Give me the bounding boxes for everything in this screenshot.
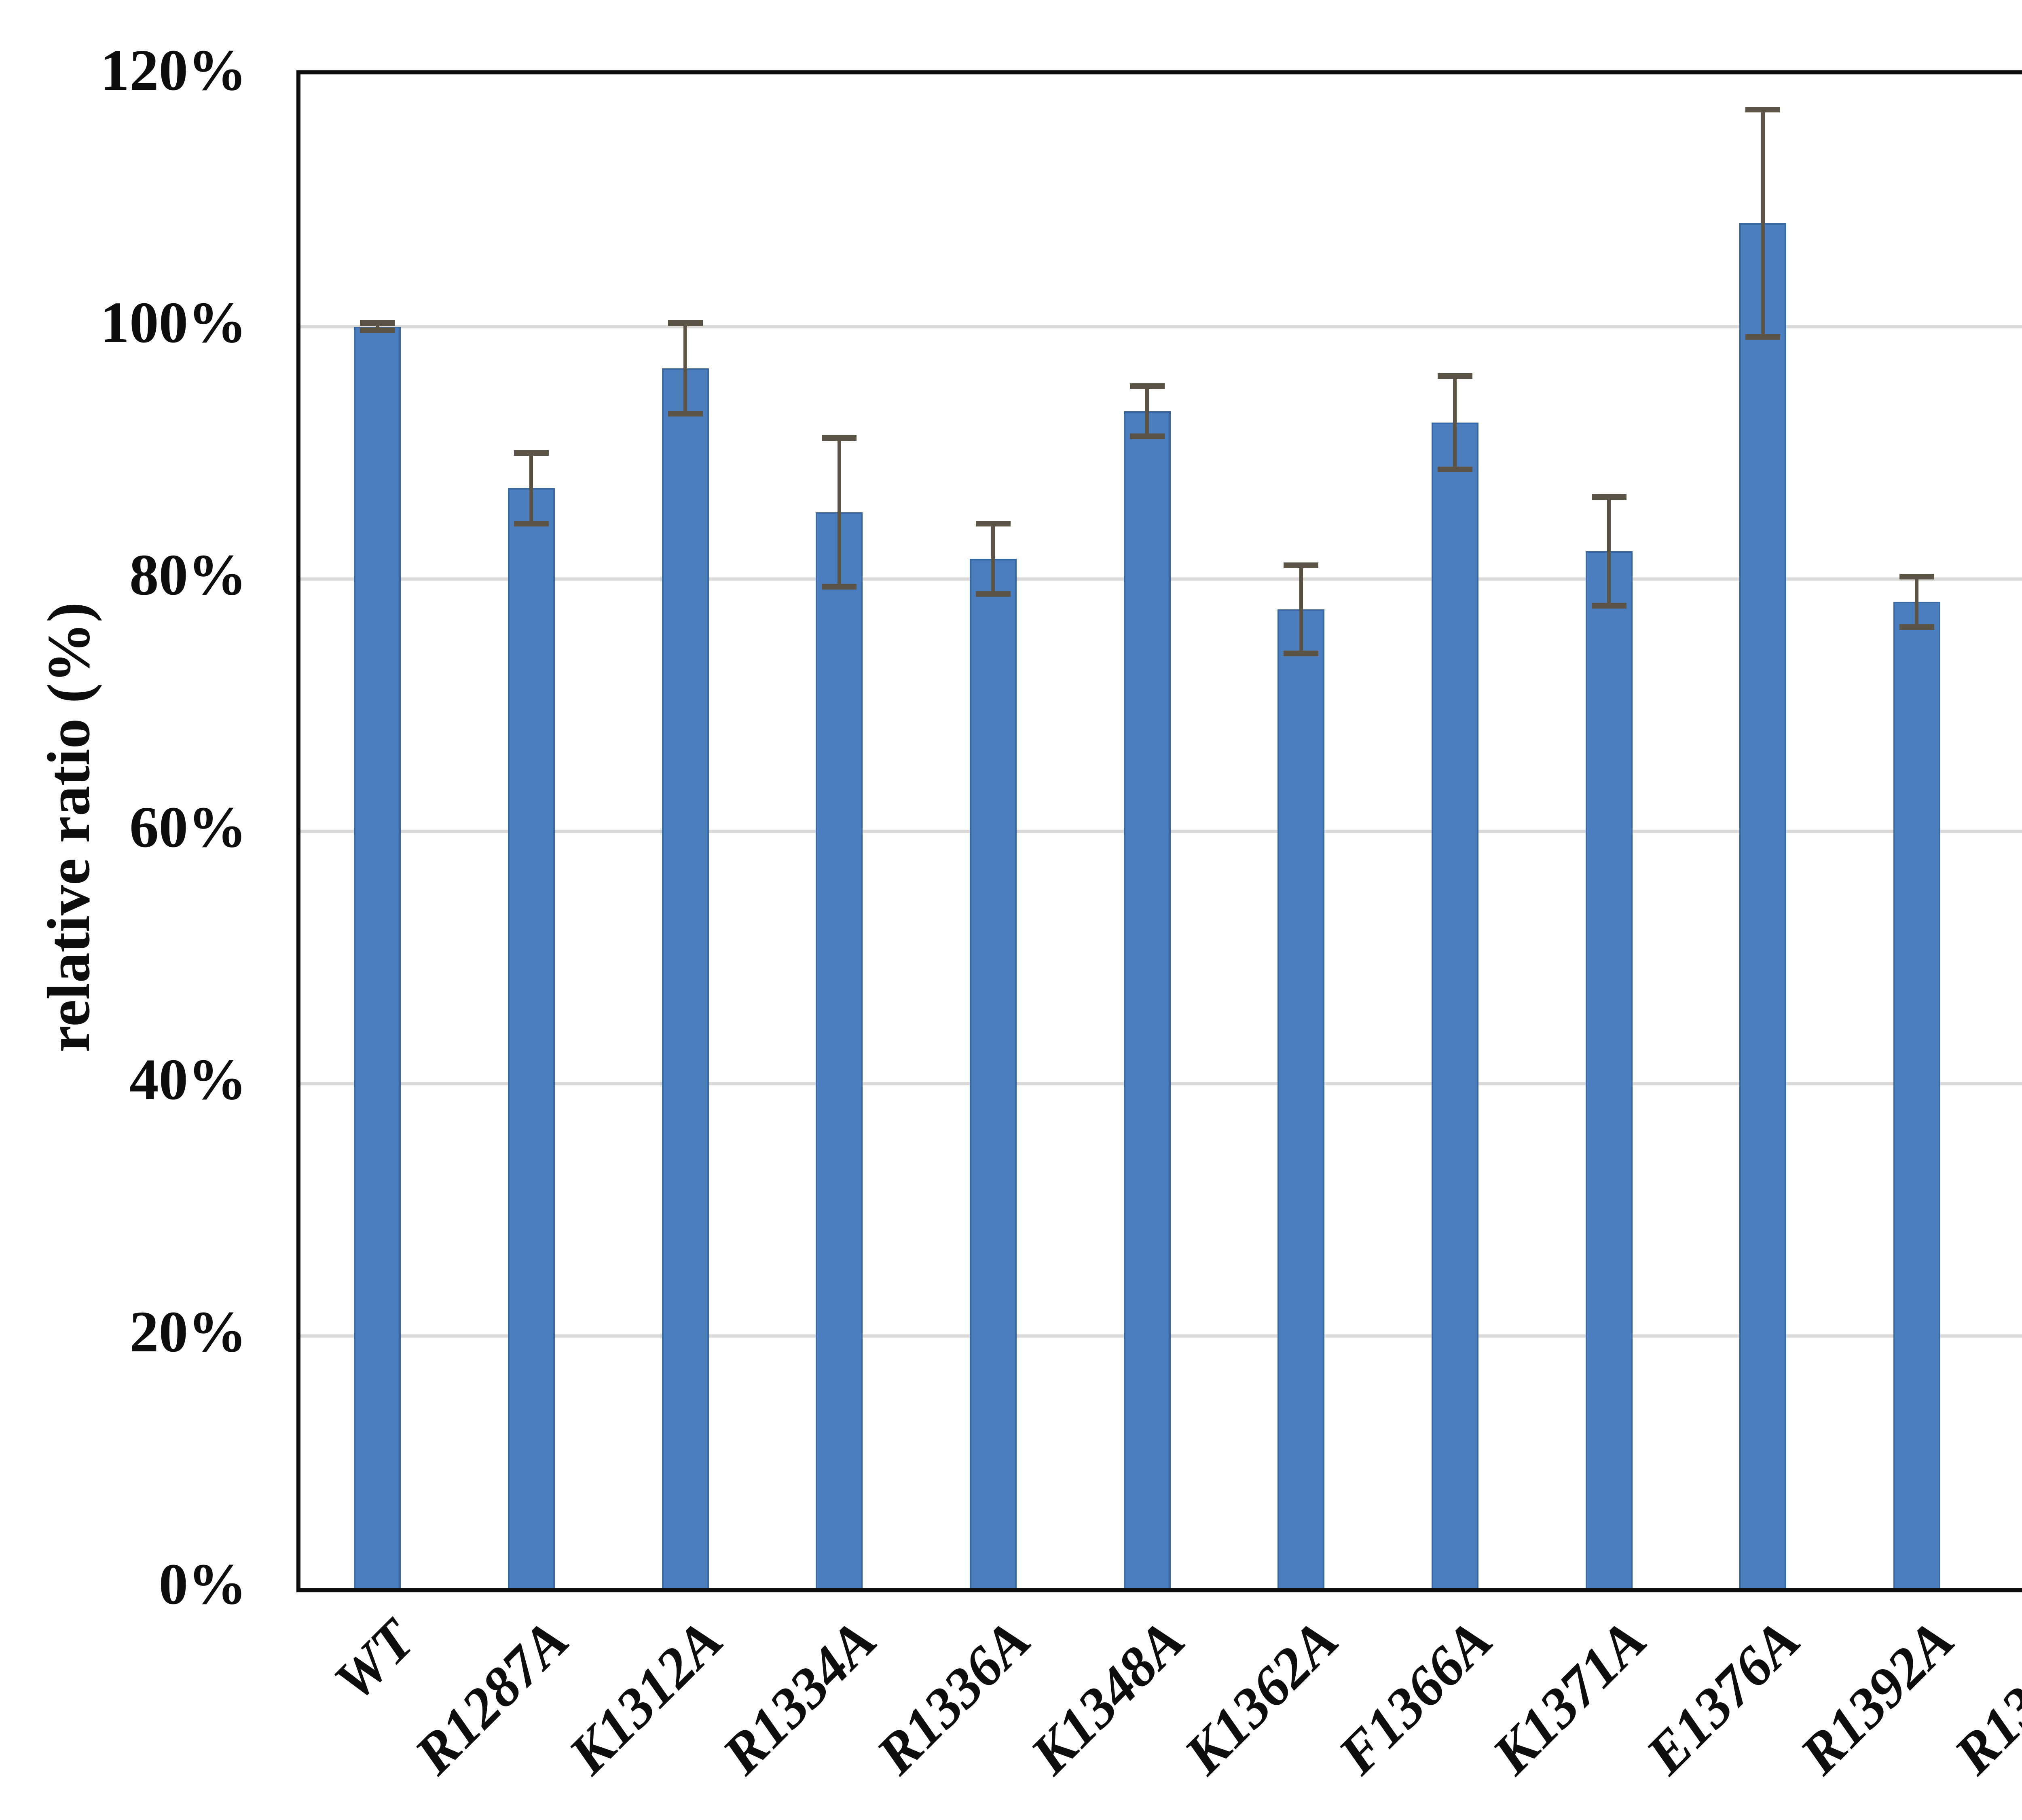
bar-k1371a xyxy=(1585,551,1633,1588)
x-tick-label-k1312a: K1312A xyxy=(556,1608,735,1786)
error-bar-cap-bottom-e1376a xyxy=(1745,334,1781,340)
error-bar-cap-bottom-r1287a xyxy=(514,520,549,526)
error-bar-cap-bottom-r1334a xyxy=(822,583,857,590)
x-tick-label-wt: WT xyxy=(322,1608,427,1713)
error-bar-cap-top-k1362a xyxy=(1284,562,1319,568)
y-tick-label-40%: 40% xyxy=(129,1047,247,1112)
x-tick-label-k1371a: K1371A xyxy=(1480,1608,1658,1786)
error-bar-cap-top-f1366a xyxy=(1437,373,1472,379)
error-bar-line-k1348a xyxy=(1145,386,1149,437)
x-tick-label-r1395a: R1395A xyxy=(1942,1608,2022,1786)
error-bar-cap-top-k1312a xyxy=(668,320,703,326)
error-bar-cap-bottom-k1312a xyxy=(668,411,703,417)
x-tick-label-r1287a: R1287A xyxy=(403,1608,581,1786)
error-bar-line-f1366a xyxy=(1453,376,1457,469)
error-bar-line-e1376a xyxy=(1761,110,1765,337)
bar-r1287a xyxy=(508,488,555,1588)
y-tick-label-0%: 0% xyxy=(159,1552,247,1617)
bar-f1366a xyxy=(1431,423,1478,1588)
bar-e1376a xyxy=(1739,223,1787,1588)
error-bar-cap-bottom-k1362a xyxy=(1284,651,1319,657)
error-bar-line-k1362a xyxy=(1299,565,1303,654)
error-bar-cap-top-k1371a xyxy=(1591,494,1626,500)
error-bar-cap-bottom-r1336a xyxy=(975,591,1011,597)
error-bar-cap-bottom-wt xyxy=(360,328,395,334)
bar-k1348a xyxy=(1123,411,1171,1588)
error-bar-cap-top-r1336a xyxy=(975,520,1011,526)
y-tick-label-20%: 20% xyxy=(129,1300,247,1364)
bar-r1392a xyxy=(1893,602,1940,1588)
x-tick-label-k1348a: K1348A xyxy=(1018,1608,1197,1786)
bar-k1312a xyxy=(662,368,709,1588)
error-bar-line-r1287a xyxy=(529,453,533,524)
y-tick-label-80%: 80% xyxy=(129,543,247,607)
x-tick-label-f1366a: F1366A xyxy=(1326,1608,1504,1786)
error-bar-cap-bottom-k1371a xyxy=(1591,602,1626,609)
error-bar-cap-top-r1287a xyxy=(514,450,549,456)
error-bar-cap-bottom-r1392a xyxy=(1899,624,1934,630)
x-tick-label-r1336a: R1336A xyxy=(864,1608,1043,1786)
error-bar-cap-bottom-f1366a xyxy=(1437,466,1472,472)
bar-r1336a xyxy=(969,559,1017,1588)
x-tick-label-r1334a: R1334A xyxy=(711,1608,888,1786)
bar-r1334a xyxy=(816,512,863,1588)
error-bar-line-r1392a xyxy=(1915,576,1919,627)
x-tick-label-e1376a: E1376A xyxy=(1634,1608,1812,1786)
error-bar-line-r1336a xyxy=(991,523,995,594)
error-bar-cap-top-k1348a xyxy=(1129,383,1165,389)
error-bar-line-k1371a xyxy=(1607,497,1611,606)
error-bar-line-wt xyxy=(375,323,379,331)
y-tick-label-120%: 120% xyxy=(100,38,247,103)
error-bar-cap-bottom-k1348a xyxy=(1129,433,1165,440)
error-bar-cap-top-e1376a xyxy=(1745,107,1781,113)
y-tick-label-100%: 100% xyxy=(100,290,247,355)
bar-wt xyxy=(354,327,401,1588)
error-bar-cap-top-r1334a xyxy=(822,435,857,441)
error-bar-cap-top-r1392a xyxy=(1899,573,1934,579)
bar-k1362a xyxy=(1277,609,1325,1588)
gridline-100 xyxy=(300,325,2022,328)
error-bar-cap-top-wt xyxy=(360,320,395,326)
error-bar-line-k1312a xyxy=(683,323,687,414)
y-tick-label-60%: 60% xyxy=(129,795,247,860)
x-tick-label-k1362a: K1362A xyxy=(1172,1608,1350,1786)
x-tick-label-r1392a: R1392A xyxy=(1788,1608,1966,1786)
plot-area xyxy=(296,70,2022,1592)
error-bar-line-r1334a xyxy=(837,438,841,587)
